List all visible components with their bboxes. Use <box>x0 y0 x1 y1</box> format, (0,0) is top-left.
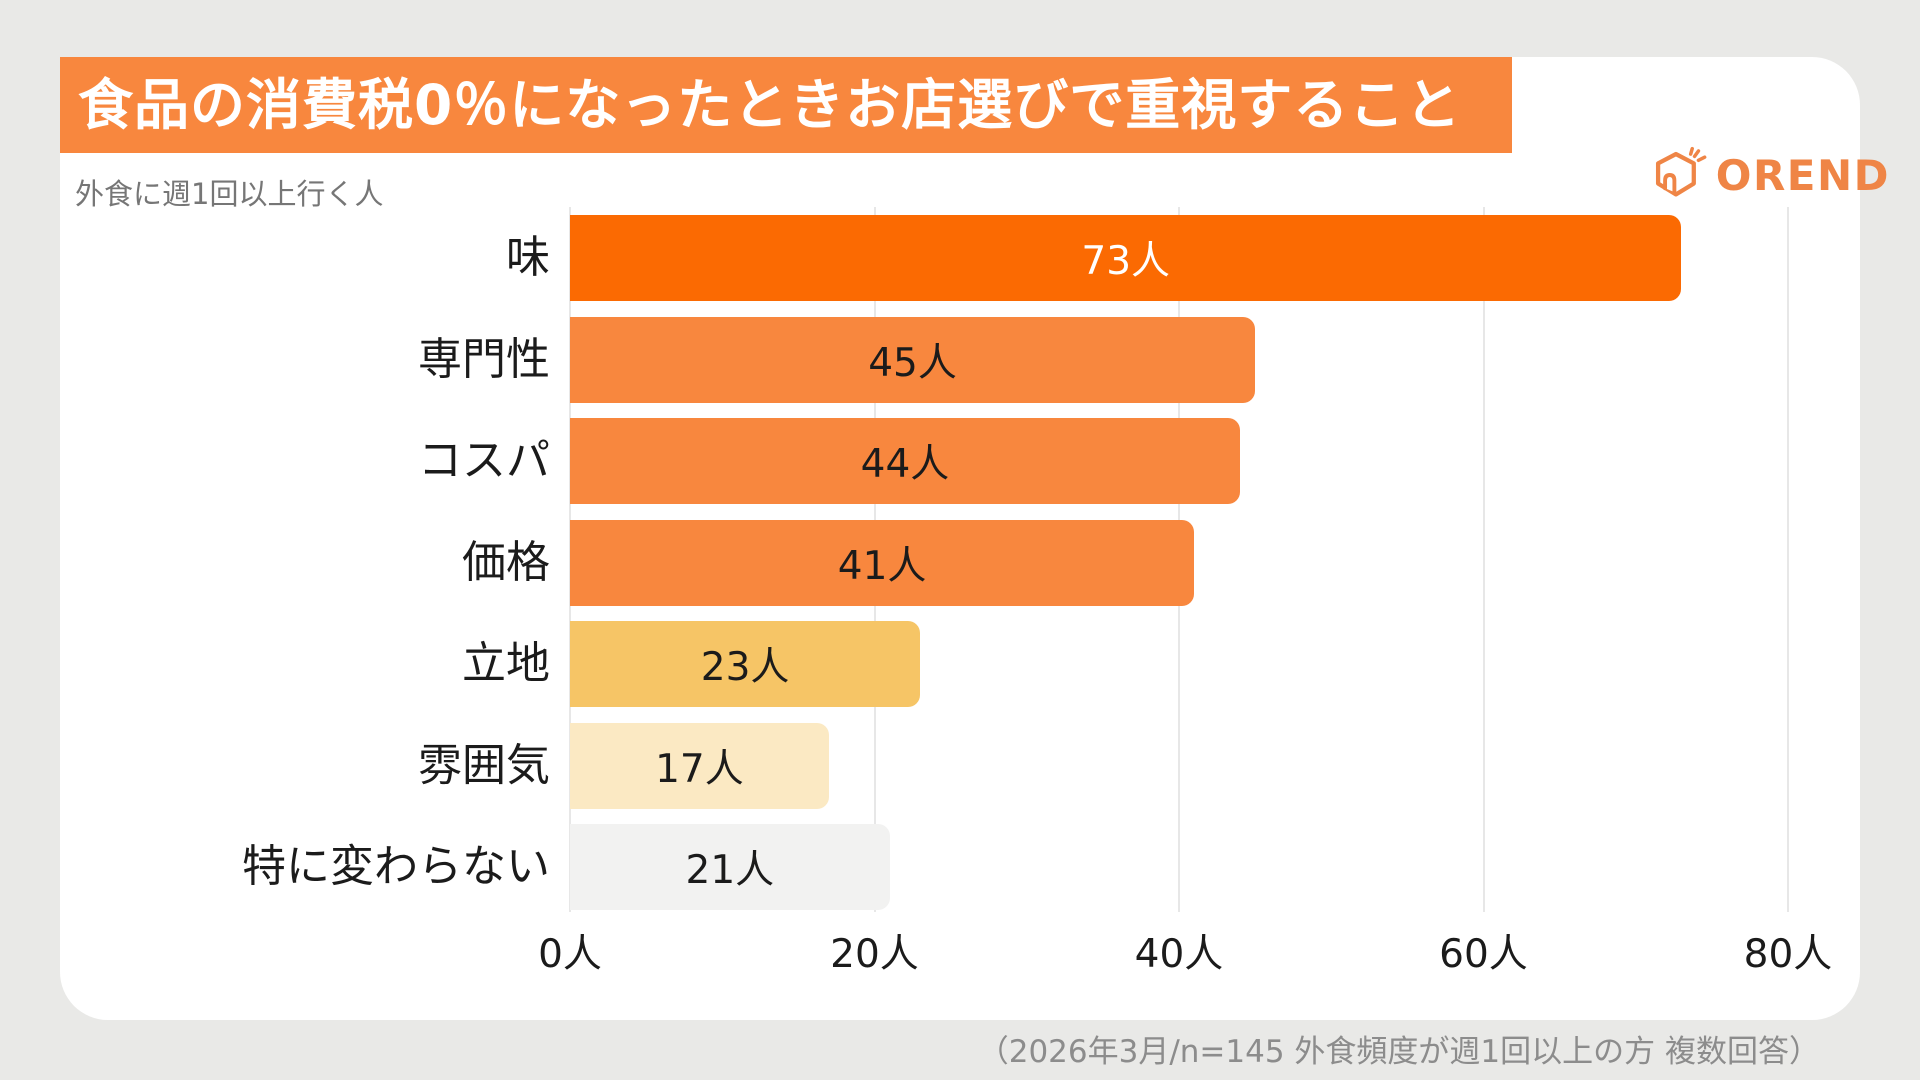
category-label: 立地 <box>462 638 550 689</box>
title-banner: 食品の消費税0％になったときお店選びで重視すること <box>60 57 1512 153</box>
bar-value-label: 45人 <box>868 340 957 386</box>
orend-house-icon <box>1655 146 1707 197</box>
chart-subtitle: 外食に週1回以上行く人 <box>75 177 384 211</box>
category-label: 特に変わらない <box>242 841 550 892</box>
category-axis: 味専門性コスパ価格立地雰囲気特に変わらない <box>60 207 550 912</box>
bar-value-label: 73人 <box>1081 239 1171 284</box>
bar-value-label: 44人 <box>860 442 950 487</box>
bar-専門性: 45人 <box>570 316 1256 403</box>
bar-value-label: 21人 <box>685 848 775 893</box>
bar-味: 73人 <box>570 215 1682 301</box>
bar-特に変わらない: 21人 <box>570 824 890 910</box>
bar-chart-plot: 73人 45人 44人 41人 23人 17人 21人 <box>569 207 1830 912</box>
gridline-80人 <box>1787 207 1789 912</box>
x-tick-label: 0人 <box>538 932 602 977</box>
bar-コスパ: 44人 <box>570 418 1240 504</box>
survey-note: （2026年3月/n=145 外食頻度が週1回以上の方 複数回答） <box>977 1034 1820 1070</box>
bar-value-label: 23人 <box>700 645 790 690</box>
x-tick-label: 60人 <box>1439 932 1528 977</box>
category-label: 味 <box>506 232 550 283</box>
chart-card: 食品の消費税0％になったときお店選びで重視すること OREND 外食に週1回以上… <box>60 57 1888 1020</box>
bar-価格: 41人 <box>570 519 1195 606</box>
x-tick-label: 80人 <box>1743 932 1833 977</box>
category-label: コスパ <box>418 435 550 486</box>
brand-wordmark: OREND <box>1715 150 1890 200</box>
x-tick-label: 40人 <box>1134 932 1224 977</box>
bar-value-label: 41人 <box>837 543 927 589</box>
bar-立地: 23人 <box>570 621 921 707</box>
bar-雰囲気: 17人 <box>570 722 829 809</box>
brand-logo: OREND <box>1655 139 1890 211</box>
page-title: 食品の消費税0％になったときお店選びで重視すること <box>78 73 1462 137</box>
x-axis: 0人 20人 40人 60人 80人 <box>60 923 1860 983</box>
category-label: 雰囲気 <box>418 739 550 791</box>
category-label: 価格 <box>462 536 550 588</box>
category-label: 専門性 <box>418 333 550 385</box>
gridline-60人 <box>1482 207 1485 912</box>
x-tick-label: 20人 <box>830 932 919 977</box>
bar-value-label: 17人 <box>655 746 744 792</box>
